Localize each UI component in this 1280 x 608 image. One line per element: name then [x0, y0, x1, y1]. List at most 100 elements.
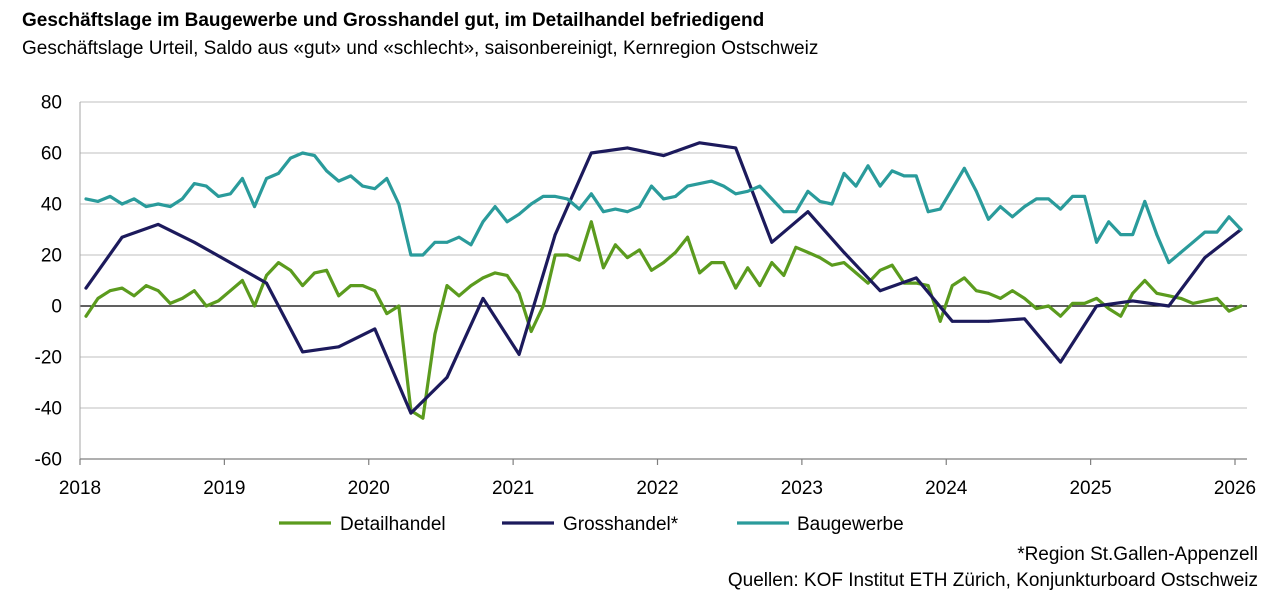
- data-point-baugewerbe: [589, 192, 593, 196]
- data-point-baugewerbe: [144, 205, 148, 209]
- data-point-baugewerbe: [457, 235, 461, 239]
- y-tick-label: 20: [41, 246, 62, 267]
- data-point-detailhandel: [361, 284, 365, 287]
- data-point-detailhandel: [433, 332, 437, 336]
- data-point-baugewerbe: [999, 205, 1002, 209]
- data-point-baugewerbe: [108, 195, 112, 198]
- x-tick-label: 2022: [636, 478, 678, 499]
- data-point-grosshandel: [698, 141, 701, 145]
- data-point-baugewerbe: [1011, 215, 1014, 219]
- data-point-baugewerbe: [397, 202, 401, 206]
- data-point-baugewerbe: [626, 210, 629, 214]
- data-point-detailhandel: [1035, 307, 1038, 310]
- data-point-baugewerbe: [301, 151, 304, 155]
- data-point-grosshandel: [192, 240, 196, 244]
- data-point-baugewerbe: [1083, 195, 1086, 198]
- data-point-baugewerbe: [962, 166, 966, 170]
- data-point-detailhandel: [818, 256, 822, 259]
- data-point-detailhandel: [265, 274, 268, 277]
- data-point-baugewerbe: [325, 169, 328, 173]
- data-point-baugewerbe: [950, 187, 954, 191]
- x-tick-label: 2018: [59, 478, 101, 499]
- data-point-detailhandel: [1071, 302, 1074, 305]
- data-point-detailhandel: [84, 314, 88, 318]
- data-point-detailhandel: [1011, 289, 1014, 293]
- data-point-baugewerbe: [842, 172, 846, 175]
- data-point-baugewerbe: [204, 184, 208, 188]
- data-point-baugewerbe: [120, 202, 124, 206]
- data-point-detailhandel: [313, 271, 316, 275]
- data-point-detailhandel: [710, 261, 713, 264]
- data-point-grosshandel: [662, 154, 665, 158]
- data-point-detailhandel: [1047, 304, 1050, 308]
- data-point-baugewerbe: [602, 210, 605, 214]
- data-point-baugewerbe: [854, 184, 858, 188]
- data-point-detailhandel: [553, 253, 557, 257]
- data-point-detailhandel: [854, 271, 858, 275]
- data-point-baugewerbe: [902, 174, 906, 178]
- data-point-baugewerbe: [493, 205, 497, 209]
- data-point-baugewerbe: [421, 253, 425, 257]
- data-point-detailhandel: [999, 297, 1002, 300]
- data-point-grosshandel: [914, 276, 918, 280]
- data-point-detailhandel: [120, 286, 124, 290]
- y-tick-label: -60: [35, 450, 62, 471]
- data-point-detailhandel: [469, 284, 473, 287]
- data-point-detailhandel: [842, 261, 846, 264]
- data-point-grosshandel: [878, 289, 882, 293]
- x-tick-label: 2020: [348, 478, 390, 499]
- data-point-detailhandel: [1083, 302, 1086, 305]
- data-point-grosshandel: [770, 240, 774, 244]
- data-point-baugewerbe: [1131, 233, 1135, 237]
- data-point-detailhandel: [1107, 307, 1111, 310]
- data-point-detailhandel: [337, 294, 341, 298]
- data-point-baugewerbe: [614, 207, 617, 211]
- data-point-baugewerbe: [794, 210, 798, 214]
- data-point-baugewerbe: [650, 184, 653, 188]
- x-tick-label: 2026: [1214, 478, 1256, 499]
- data-point-grosshandel: [156, 223, 160, 226]
- data-point-baugewerbe: [156, 202, 160, 206]
- data-point-baugewerbe: [1023, 205, 1026, 209]
- data-point-baugewerbe: [433, 240, 437, 244]
- data-point-baugewerbe: [926, 210, 930, 214]
- data-point-baugewerbe: [818, 200, 822, 203]
- data-point-grosshandel: [373, 327, 377, 331]
- chart-subtitle: Geschäftslage Urteil, Saldo aus «gut» un…: [22, 38, 819, 59]
- data-point-detailhandel: [662, 261, 665, 264]
- data-point-baugewerbe: [132, 197, 136, 201]
- data-point-baugewerbe: [987, 217, 990, 221]
- data-point-baugewerbe: [878, 184, 882, 188]
- y-axis: 80 60 40 20 0 -20 -40 -60: [35, 93, 81, 471]
- data-point-baugewerbe: [192, 182, 196, 186]
- data-point-detailhandel: [204, 304, 208, 308]
- data-point-baugewerbe: [746, 189, 750, 193]
- data-point-baugewerbe: [1227, 215, 1231, 219]
- data-point-baugewerbe: [517, 212, 521, 216]
- data-point-baugewerbe: [445, 240, 449, 244]
- data-point-detailhandel: [650, 268, 653, 272]
- data-point-baugewerbe: [385, 177, 389, 180]
- data-point-baugewerbe: [265, 177, 268, 180]
- data-point-baugewerbe: [1143, 200, 1147, 203]
- data-point-baugewerbe: [253, 205, 256, 209]
- data-point-detailhandel: [144, 284, 148, 287]
- data-point-detailhandel: [626, 256, 629, 259]
- x-tick-label: 2019: [203, 478, 245, 499]
- data-point-detailhandel: [758, 284, 762, 287]
- data-point-detailhandel: [445, 284, 449, 287]
- data-point-grosshandel: [1023, 317, 1026, 321]
- data-point-detailhandel: [1215, 297, 1219, 300]
- data-point-baugewerbe: [662, 197, 665, 201]
- data-point-detailhandel: [614, 243, 617, 247]
- data-point-baugewerbe: [565, 197, 569, 201]
- data-point-baugewerbe: [373, 187, 377, 191]
- data-point-detailhandel: [541, 304, 545, 308]
- data-point-detailhandel: [156, 289, 160, 293]
- data-point-detailhandel: [349, 284, 353, 287]
- data-point-baugewerbe: [217, 195, 220, 198]
- data-point-baugewerbe: [180, 197, 184, 201]
- data-point-detailhandel: [397, 304, 401, 308]
- legend-label-detailhandel: Detailhandel: [340, 514, 446, 535]
- x-axis: 2018 2019 2020 2021 2022 2023 2024 2025 2026: [59, 458, 1256, 499]
